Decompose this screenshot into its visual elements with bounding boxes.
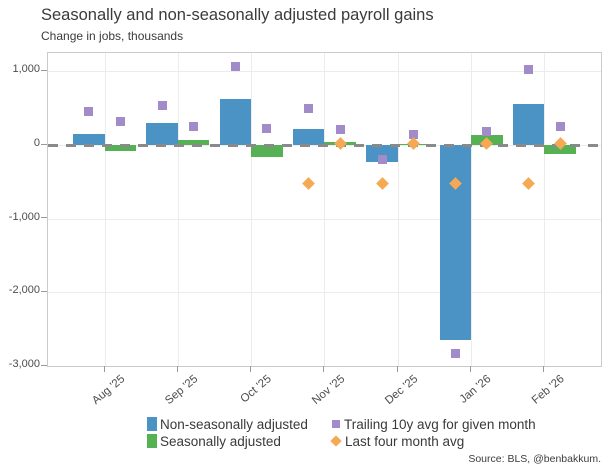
legend-swatch-trailing-10y-avg (332, 420, 340, 428)
gridline-x-dec-25 (397, 53, 399, 366)
x-tick-label-jan-26: Jan '26 (457, 373, 494, 406)
bar-nsa-sep-25 (146, 123, 178, 146)
legend-item-trailing-10y-avg: Trailing 10y avg for given month (332, 416, 536, 432)
gridline-x-oct-25 (251, 53, 253, 366)
bar-sa-oct-25 (251, 145, 283, 158)
chart-subtitle: Change in jobs, thousands (41, 29, 184, 43)
marker-trailing-10y-avg-nsa-jan-26 (450, 348, 460, 358)
x-tick-label-nov-25: Nov '25 (309, 373, 348, 408)
zero-line (48, 143, 601, 147)
x-tick-label-oct-25: Oct '25 (238, 373, 274, 406)
y-tick--3000 (41, 364, 47, 366)
gridline-x-aug-25 (104, 53, 106, 366)
bar-nsa-aug-25 (73, 134, 105, 146)
x-tick-label-sep-25: Sep '25 (163, 373, 201, 408)
y-tick-0 (41, 143, 47, 145)
y-tick-1000 (41, 69, 47, 71)
y-tick--2000 (41, 290, 47, 292)
marker-trailing-10y-avg-nsa-oct-25 (230, 62, 240, 72)
y-tick-label--2000: -2,000 (8, 284, 40, 297)
y-tick-label--3000: -3,000 (8, 358, 40, 370)
x-tick-sep-25 (176, 366, 178, 372)
marker-last-4mo-avg-nsa-nov-25 (302, 177, 316, 191)
bar-sa-aug-25 (104, 145, 136, 151)
bar-nsa-oct-25 (219, 99, 252, 146)
marker-trailing-10y-avg-sa-nov-25 (335, 125, 345, 135)
x-tick-label-feb-26: Feb '26 (530, 373, 568, 407)
marker-trailing-10y-avg-nsa-nov-25 (304, 103, 314, 113)
bar-sa-sep-25 (177, 139, 210, 146)
gridline-y-1000 (48, 71, 601, 73)
y-tick-label--1000: -1,000 (8, 210, 40, 223)
gridline-y--1000 (48, 218, 601, 220)
gridline-x-jan-26 (471, 53, 472, 366)
x-tick-dec-25 (396, 366, 398, 372)
legend-swatch-last-four-month-avg (330, 435, 342, 447)
marker-trailing-10y-avg-sa-feb-26 (555, 122, 565, 132)
legend-swatch-non-seasonally-adjusted (147, 417, 157, 431)
marker-trailing-10y-avg-sa-oct-25 (262, 123, 272, 133)
x-tick-oct-25 (250, 366, 252, 372)
marker-last-4mo-avg-sa-nov-25 (333, 137, 347, 151)
marker-last-4mo-avg-nsa-dec-25 (375, 177, 389, 191)
marker-trailing-10y-avg-nsa-aug-25 (84, 107, 94, 117)
marker-last-4mo-avg-sa-dec-25 (407, 137, 420, 151)
marker-trailing-10y-avg-nsa-sep-25 (157, 101, 167, 111)
y-tick-label-1000: 1,000 (12, 63, 40, 76)
marker-trailing-10y-avg-sa-sep-25 (189, 121, 198, 131)
x-tick-nov-25 (323, 366, 325, 372)
gridline-y--2000 (48, 292, 601, 294)
bar-nsa-feb-26 (512, 104, 545, 146)
x-tick-feb-26 (543, 366, 545, 372)
legend-item-last-four-month-avg: Last four month avg (330, 433, 465, 449)
x-tick-label-dec-25: Dec '25 (383, 373, 421, 408)
gridline-x-nov-25 (324, 53, 326, 366)
legend-label-seasonally-adjusted: Seasonally adjusted (160, 433, 281, 449)
x-tick-aug-25 (103, 366, 105, 372)
legend-item-seasonally-adjusted: Seasonally adjusted (147, 433, 281, 449)
marker-trailing-10y-avg-nsa-feb-26 (524, 64, 534, 74)
bar-nsa-jan-26 (439, 145, 471, 341)
x-tick-jan-26 (470, 366, 471, 372)
legend-label-last-four-month-avg: Last four month avg (345, 433, 465, 449)
legend-item-non-seasonally-adjusted: Non-seasonally adjusted (147, 416, 308, 432)
gridline-x-sep-25 (177, 53, 179, 366)
plot-area (47, 52, 602, 367)
bar-nsa-dec-25 (366, 145, 398, 162)
x-tick-label-aug-25: Aug '25 (89, 373, 128, 408)
marker-last-4mo-avg-nsa-feb-26 (522, 177, 535, 191)
marker-trailing-10y-avg-sa-jan-26 (482, 126, 492, 136)
legend-label-trailing-10y-avg: Trailing 10y avg for given month (344, 416, 536, 432)
marker-trailing-10y-avg-sa-dec-25 (408, 129, 418, 139)
y-tick-label-0: 0 (33, 137, 40, 150)
marker-trailing-10y-avg-sa-aug-25 (115, 116, 125, 126)
gridline-x-feb-26 (544, 53, 546, 366)
chart-title: Seasonally and non-seasonally adjusted p… (41, 6, 434, 24)
y-tick--1000 (41, 217, 47, 219)
bar-nsa-nov-25 (292, 128, 325, 146)
legend-swatch-seasonally-adjusted (147, 434, 157, 448)
legend-label-non-seasonally-adjusted: Non-seasonally adjusted (160, 416, 308, 432)
marker-trailing-10y-avg-nsa-dec-25 (377, 155, 387, 165)
source-note: Source: BLS, @benbakkum. (468, 453, 601, 465)
